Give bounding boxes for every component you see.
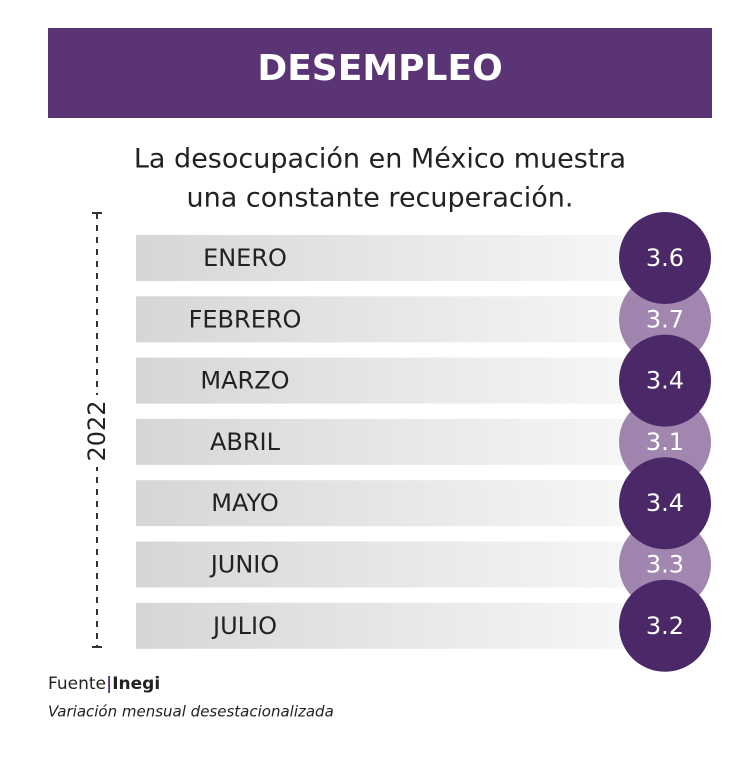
bars: ENERO FEBRERO MARZO ABRIL MAYO JUNIO JULIO — [136, 235, 641, 649]
row-bar — [136, 357, 641, 404]
value-badge: 3.2 — [619, 579, 711, 672]
title: DESEMPLEO — [257, 48, 502, 89]
year-backdrop — [80, 395, 114, 467]
month: FEBRERO — [189, 305, 302, 333]
year-label: 2022 — [83, 400, 111, 461]
month: ABRIL — [210, 428, 281, 456]
value-badge: 3.4 — [619, 457, 711, 550]
value: 3.2 — [646, 612, 684, 640]
value: 3.4 — [646, 489, 684, 517]
row-bar — [136, 296, 641, 343]
value: 3.1 — [646, 428, 684, 456]
month: JUNIO — [209, 551, 280, 579]
month: JULIO — [211, 612, 277, 640]
month: ENERO — [203, 244, 287, 272]
month: MARZO — [200, 367, 289, 395]
header-band — [48, 28, 712, 118]
row-bar — [136, 541, 641, 588]
month: MAYO — [211, 489, 279, 517]
row-bar — [136, 235, 641, 281]
source: Inegi — [112, 674, 160, 694]
separator: | — [106, 674, 112, 694]
footer-note: Variación mensual desestacionalizada — [48, 703, 334, 721]
row-bar — [136, 602, 641, 649]
value: 3.6 — [646, 244, 684, 272]
value-badge: 3.6 — [619, 212, 711, 304]
badge-circle — [619, 334, 711, 427]
source-label: Fuente — [48, 674, 106, 694]
badge-circle — [619, 579, 711, 672]
value-badge: 3.4 — [619, 334, 711, 427]
badge-circle — [619, 457, 711, 550]
circles: 3.7 3.1 3.3 3.6 3.4 3.4 3.2 — [619, 212, 711, 672]
rows: ENEROFEBREROMARZOABRILMAYOJUNIOJULIO3.73… — [136, 212, 711, 672]
subtitle-line: una constante recuperación. — [187, 183, 574, 214]
value: 3.7 — [646, 305, 684, 333]
value: 3.4 — [646, 367, 684, 395]
badge-circle — [619, 212, 711, 304]
subtitle-line: La desocupación en México muestra — [134, 144, 626, 175]
footer-source: Fuente|Inegi — [48, 674, 160, 694]
row-bar — [136, 480, 641, 527]
row-bar — [136, 418, 641, 465]
value: 3.3 — [646, 551, 684, 579]
